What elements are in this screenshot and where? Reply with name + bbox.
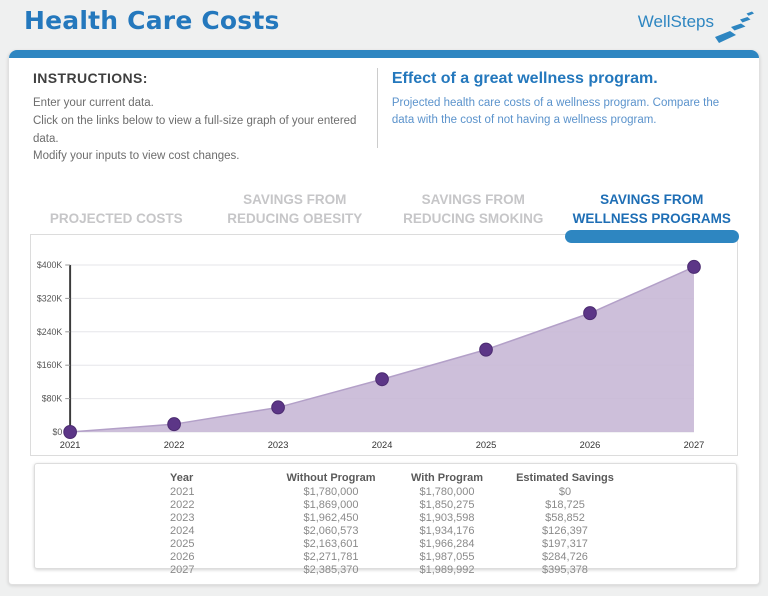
tab-projected-costs[interactable]: PROJECTED COSTS: [49, 210, 183, 226]
table-cell: $1,989,992: [419, 563, 475, 576]
table-cell: $18,725: [545, 498, 585, 511]
table-cell: 2024: [170, 524, 195, 537]
wellsteps-logo-text: WellSteps: [637, 12, 714, 31]
effect-panel: Effect of a great wellness program. Proj…: [378, 68, 741, 158]
svg-text:$320K: $320K: [37, 293, 62, 303]
table-cell: $1,869,000: [303, 498, 359, 511]
table-cell: $1,987,055: [419, 550, 475, 563]
page-title: Health Care Costs: [24, 6, 280, 35]
steps-icon: [715, 11, 754, 43]
table-cell: 2021: [170, 485, 195, 498]
svg-text:2024: 2024: [372, 439, 393, 450]
svg-text:2021: 2021: [60, 439, 81, 450]
instructions-line-1: Enter your current data.: [33, 97, 154, 109]
table-cell: $126,397: [542, 524, 588, 537]
savings-table: Year Without Program With Program Estimated…: [35, 471, 736, 576]
panels-row: INSTRUCTIONS: Enter your current data. C…: [9, 58, 759, 162]
table-row: 2026 $2,271,781 $1,987,055 $284,726: [35, 550, 736, 563]
table-cell: $0: [558, 485, 572, 498]
tab-savings-reducing-obesity[interactable]: SAVINGS FROM REDUCING OBESITY: [227, 191, 363, 226]
svg-text:$400K: $400K: [37, 260, 62, 270]
table-row: 2022 $1,869,000 $1,850,275 $18,725: [35, 498, 736, 511]
table-cell: 2022: [170, 498, 195, 511]
instructions-heading: INSTRUCTIONS:: [33, 70, 148, 86]
tab-label: SAVINGS FROM WELLNESS PROGRAMS: [572, 191, 731, 226]
savings-chart-panel: $0 $80K $160K $240K $320K $400K 2021 2022 2023 20…: [30, 234, 738, 456]
card-top-bar: [9, 50, 759, 58]
table-row: 2021 $1,780,000 $1,780,000 $0: [35, 485, 736, 498]
table-body: 2021 $1,780,000 $1,780,000 $0 2022 $1,869,000…: [35, 485, 736, 576]
table-row: 2024 $2,060,573 $1,934,176 $126,397: [35, 524, 736, 537]
table-row: 2027 $2,385,370 $1,989,992 $395,378: [35, 563, 736, 576]
table-cell: $1,903,598: [419, 511, 475, 524]
table-col-header: Year: [170, 472, 194, 484]
table-cell: 2023: [170, 511, 195, 524]
table-cell: $284,726: [542, 550, 588, 563]
svg-text:2022: 2022: [164, 439, 185, 450]
page-header: Health Care Costs WellSteps: [0, 0, 768, 50]
tab-savings-reducing-smoking[interactable]: SAVINGS FROM REDUCING SMOKING: [403, 191, 544, 226]
table-header-row: Year Without Program With Program Estimated…: [35, 471, 736, 485]
table-cell: $2,163,601: [303, 537, 359, 550]
table-cell: 2027: [170, 563, 195, 576]
table-row: 2023 $1,962,450 $1,903,598 $58,852: [35, 511, 736, 524]
table-row: 2025 $2,163,601 $1,966,284 $197,317: [35, 537, 736, 550]
svg-text:2027: 2027: [684, 439, 705, 450]
svg-text:$80K: $80K: [42, 394, 63, 404]
active-tab-indicator: [564, 230, 739, 243]
savings-table-card: Year Without Program With Program Estimated…: [34, 463, 737, 576]
table-cell: $58,852: [545, 511, 585, 524]
svg-text:$240K: $240K: [37, 327, 62, 337]
table-cell: $1,850,275: [419, 498, 475, 511]
savings-area-chart: $0 $80K $160K $240K $320K $400K 2021 2022 2023 20…: [37, 260, 705, 450]
main-card: INSTRUCTIONS: Enter your current data. C…: [8, 50, 760, 585]
svg-text:2025: 2025: [476, 439, 497, 450]
table-cell: 2025: [170, 537, 195, 550]
tabs-row: PROJECTED COSTS SAVINGS FROM REDUCING OB…: [27, 162, 742, 243]
table-cell: $1,780,000: [419, 485, 475, 498]
table-cell: $197,317: [542, 537, 588, 550]
effect-body: Projected health care costs of a wellnes…: [391, 97, 720, 127]
table-cell: $2,271,781: [303, 550, 359, 563]
table-cell: 2026: [170, 550, 195, 563]
panel-divider: [376, 68, 378, 148]
table-col-header: With Program: [410, 472, 483, 484]
table-cell: $2,385,370: [303, 563, 359, 576]
svg-text:$160K: $160K: [37, 360, 62, 370]
table-cell: $1,962,450: [303, 511, 359, 524]
svg-text:2023: 2023: [268, 439, 289, 450]
effect-heading: Effect of a great wellness program.: [391, 70, 658, 87]
table-cell: $1,966,284: [419, 537, 475, 550]
tab-savings-wellness-programs[interactable]: SAVINGS FROM WELLNESS PROGRAMS: [563, 190, 742, 243]
svg-text:2026: 2026: [580, 439, 601, 450]
table-cell: $1,780,000: [303, 485, 359, 498]
instructions-line-2: Click on the links below to view a full-…: [33, 114, 357, 145]
wellsteps-logo: WellSteps: [638, 8, 754, 46]
table-cell: $395,378: [542, 563, 588, 576]
table-cell: $2,060,573: [303, 524, 359, 537]
table-col-header: Estimated Savings: [516, 472, 614, 484]
table-cell: $1,934,176: [419, 524, 475, 537]
table-col-header: Without Program: [286, 472, 376, 484]
instructions-panel: INSTRUCTIONS: Enter your current data. C…: [27, 68, 377, 162]
instructions-line-3: Modify your inputs to view cost changes.: [33, 150, 240, 163]
svg-text:$0: $0: [53, 427, 63, 437]
